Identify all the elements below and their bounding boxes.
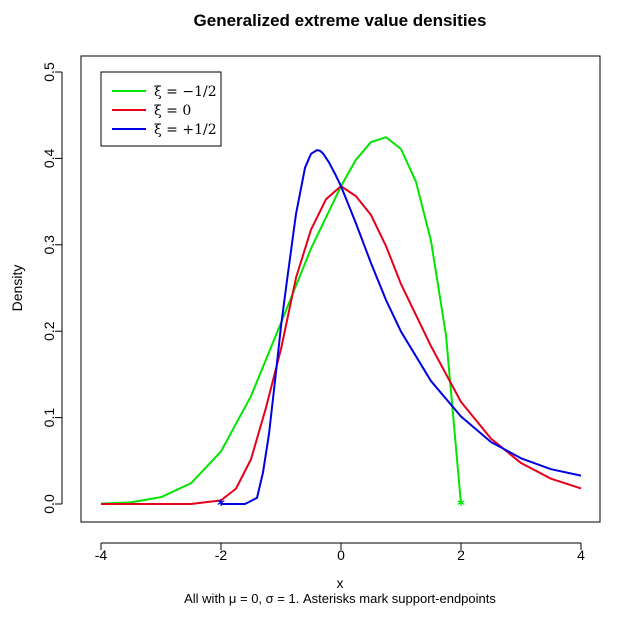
series-line-1 (101, 185, 582, 505)
x-tick-label: -4 (95, 547, 108, 563)
legend-label: ξ = 0 (154, 103, 191, 119)
legend-label: ξ = +1/2 (154, 122, 217, 138)
x-tick-label: 0 (337, 547, 345, 563)
y-tick-label: 0.3 (41, 235, 57, 255)
support-endpoint-marker: * (457, 496, 465, 514)
series-layer: ** (100, 136, 582, 514)
y-axis-label: Density (9, 265, 25, 312)
plot-frame (80, 55, 601, 523)
legend: ξ = −1/2 ξ = 0 ξ = +1/2 (100, 71, 222, 147)
x-tick-label: 4 (577, 547, 585, 563)
y-tick-label: 0.1 (41, 408, 57, 428)
series-line-2 (221, 149, 582, 505)
y-tick-label: 0.5 (41, 62, 57, 82)
support-endpoint-marker: * (217, 496, 225, 514)
x-tick-label: 2 (457, 547, 465, 563)
y-tick-label: 0.2 (41, 321, 57, 341)
chart-caption: All with μ = 0, σ = 1. Asterisks mark su… (184, 591, 496, 606)
axes: -4 -2 0 2 4 0.0 0.1 0.2 0.3 0.4 0.5 (41, 55, 601, 563)
x-axis-label: x (337, 575, 344, 591)
y-tick-label: 0.0 (41, 494, 57, 514)
x-tick-label: -2 (215, 547, 228, 563)
legend-label: ξ = −1/2 (154, 84, 217, 100)
chart-title: Generalized extreme value densities (194, 11, 487, 30)
y-tick-label: 0.4 (41, 148, 57, 168)
